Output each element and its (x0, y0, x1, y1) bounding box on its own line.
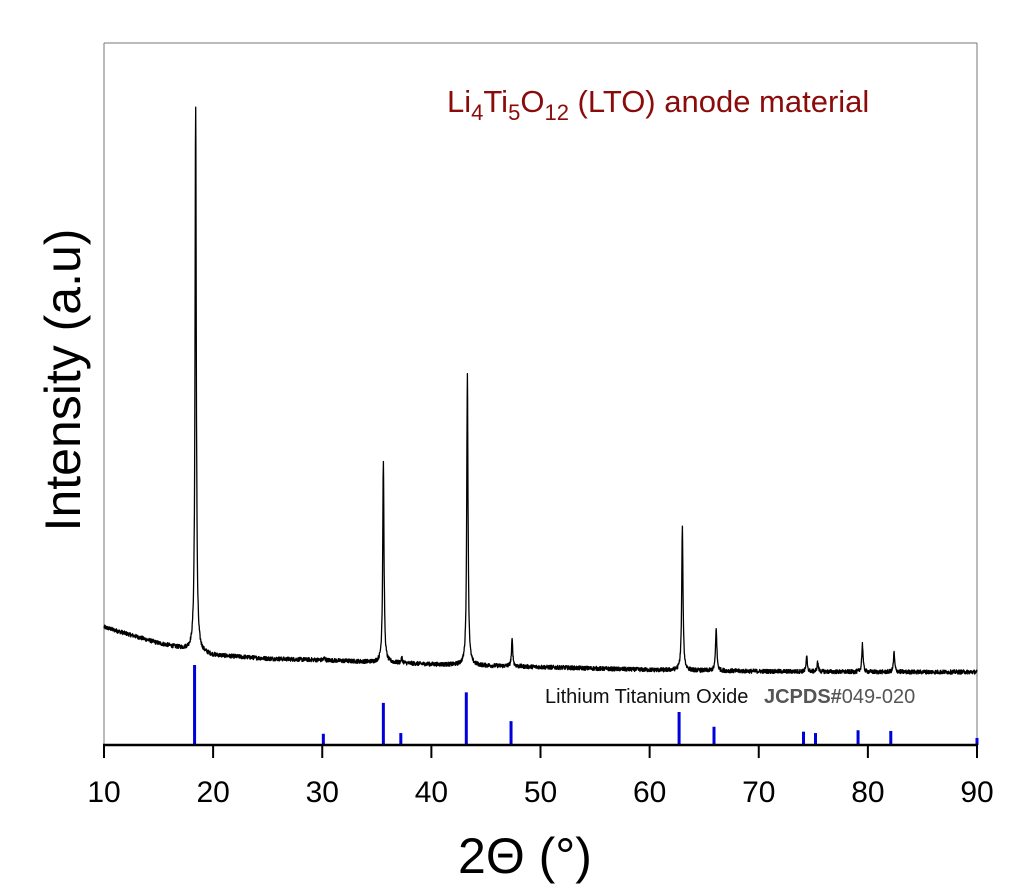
x-tick-label: 20 (196, 776, 229, 809)
title-text: Li (447, 84, 471, 119)
x-tick-label: 40 (415, 776, 448, 809)
title-subscript: 4 (471, 100, 483, 125)
reference-name: Lithium Titanium Oxide (545, 686, 748, 708)
x-tick-label: 50 (524, 776, 557, 809)
x-tick-label: 70 (742, 776, 775, 809)
reference-code: 049-020 (842, 686, 915, 708)
x-tick-label: 30 (306, 776, 339, 809)
chart-title: Li4Ti5O12 (LTO) anode material (447, 84, 869, 125)
title-text: O (520, 84, 544, 119)
x-axis-label: 2Θ (°) (458, 828, 592, 884)
title-text: Ti (483, 84, 508, 119)
x-tick-label: 80 (851, 776, 884, 809)
title-text: (LTO) anode material (569, 84, 869, 119)
reference-label: Lithium Titanium Oxide JCPDS#049-020 (545, 686, 915, 708)
x-tick-label: 10 (87, 776, 120, 809)
reference-sticks (193, 664, 979, 745)
reference-code-prefix: JCPDS# (764, 686, 842, 708)
x-tick-label: 60 (633, 776, 666, 809)
title-subscript: 12 (544, 100, 568, 125)
title-subscript: 5 (508, 100, 520, 125)
measured-pattern-line (103, 106, 978, 675)
x-tick-label: 90 (960, 776, 993, 809)
x-ticks: 10 20 30 40 50 60 70 80 90 (87, 745, 994, 809)
y-axis-label: Intensity (a.u) (35, 229, 91, 532)
